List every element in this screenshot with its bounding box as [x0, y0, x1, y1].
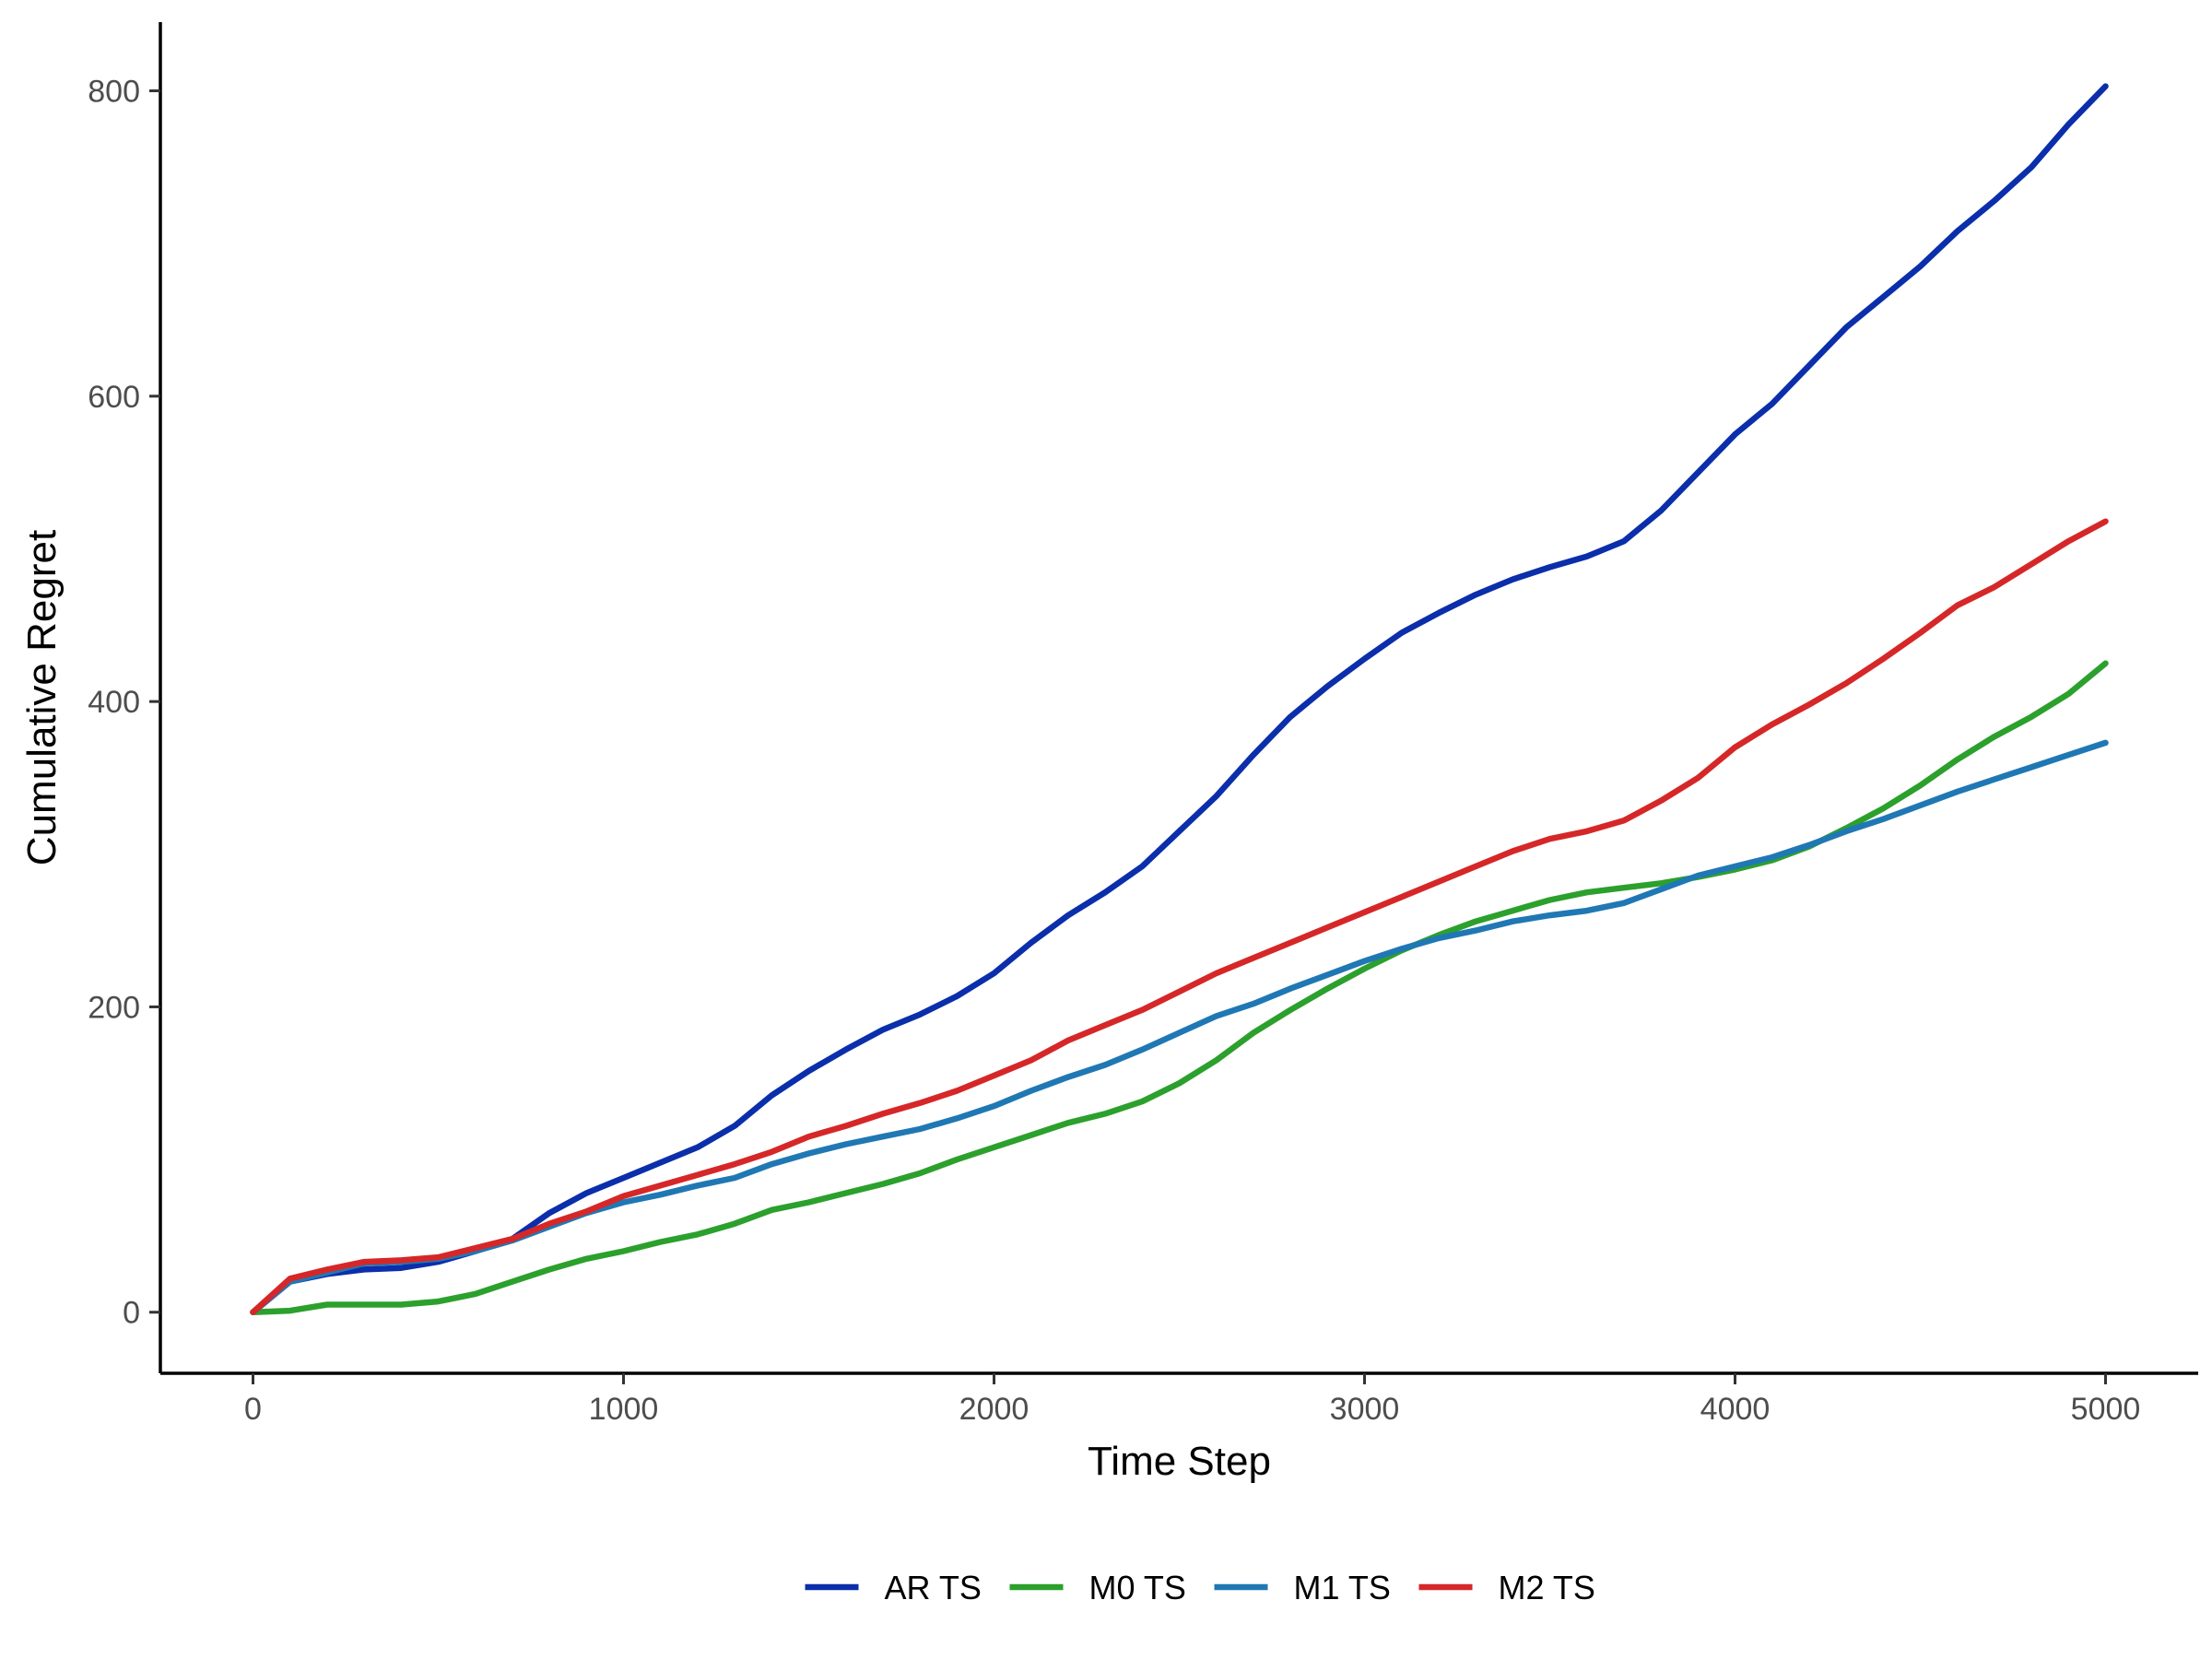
legend-item: M2 TS: [1418, 1569, 1595, 1606]
axes-layer: [159, 22, 2198, 1375]
legend-item: M0 TS: [1009, 1569, 1186, 1606]
series-layer: [250, 83, 2109, 1315]
x-tick-label: 1000: [589, 1392, 659, 1427]
legend-item: M1 TS: [1214, 1569, 1391, 1606]
legend-label: AR TS: [885, 1569, 982, 1606]
x-tick-label: 4000: [1700, 1392, 1771, 1427]
legend: AR TS M0 TS M1 TS M2 TS: [805, 1569, 1595, 1606]
x-tick-label: 0: [244, 1392, 262, 1427]
x-axis-title: Time Step: [1088, 1439, 1271, 1484]
legend-item: AR TS: [805, 1569, 982, 1606]
y-tick-label: 600: [88, 380, 140, 415]
x-tick-label: 5000: [2071, 1392, 2141, 1427]
series-line-m2-ts: [250, 518, 2109, 1315]
y-tick-label: 800: [88, 75, 140, 110]
y-tick-label: 200: [88, 990, 140, 1025]
y-axis-title: Cumulative Regret: [19, 530, 65, 865]
series-line-ar-ts: [250, 83, 2109, 1315]
legend-label: M2 TS: [1499, 1569, 1595, 1606]
legend-label: M1 TS: [1294, 1569, 1391, 1606]
y-tick-label: 0: [123, 1296, 140, 1331]
y-tick-label: 400: [88, 685, 140, 720]
x-tick-label: 2000: [959, 1392, 1030, 1427]
legend-label: M0 TS: [1089, 1569, 1186, 1606]
ticks-layer: 0 1000 2000 3000 4000 5000 0 200 400 600 800: [88, 75, 2140, 1427]
x-tick-label: 3000: [1330, 1392, 1400, 1427]
